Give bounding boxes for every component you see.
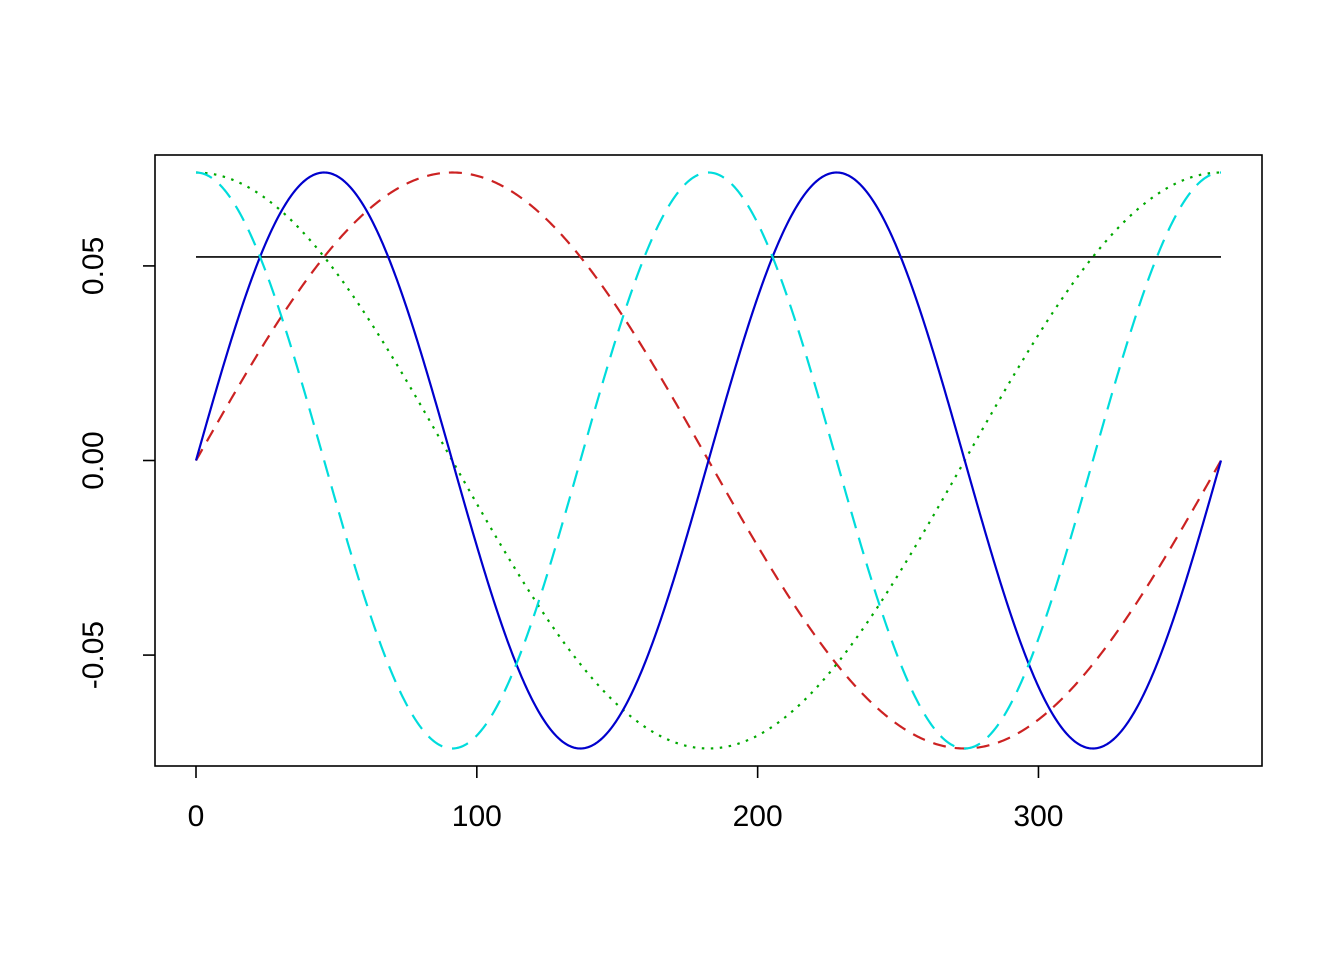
- x-axis-label-1: 100: [452, 800, 502, 833]
- x-axis-label-2: 200: [733, 800, 783, 833]
- x-axis-label-3: 300: [1013, 800, 1063, 833]
- x-axis-label-0: 0: [188, 800, 205, 833]
- y-axis-label-1: 0.00: [77, 431, 110, 489]
- y-axis-label-0: -0.05: [77, 621, 110, 689]
- series-line-sin-2-cycles: [194, 171, 1223, 750]
- y-axis-label-2: 0.05: [77, 237, 110, 295]
- series-line-cos-2-cycles: [195, 171, 1222, 750]
